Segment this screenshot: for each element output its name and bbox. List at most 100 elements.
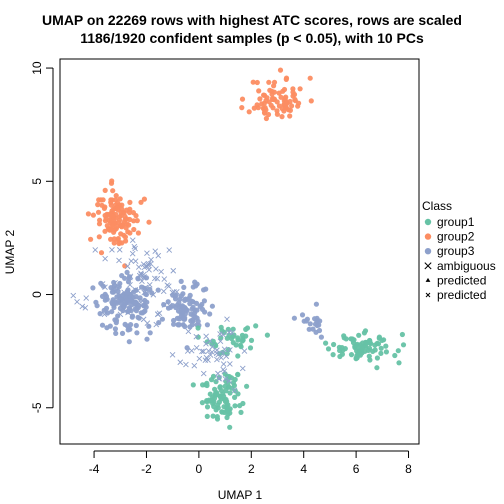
point-group2 (146, 220, 151, 225)
point-group2 (284, 76, 289, 81)
point-group3 (90, 285, 95, 290)
point-ambiguous (242, 349, 247, 354)
point-group1 (238, 410, 243, 415)
point-group1 (253, 323, 258, 328)
point-group2 (287, 113, 292, 118)
point-group1 (375, 355, 380, 360)
point-group2 (118, 231, 123, 236)
point-ambiguous (221, 367, 226, 372)
point-group1 (354, 353, 359, 358)
point-group2 (109, 227, 114, 232)
point-group3 (168, 305, 173, 310)
point-group1 (392, 353, 397, 358)
legend-label: group3 (437, 244, 475, 258)
point-group1 (355, 342, 360, 347)
point-ambiguous (189, 348, 194, 353)
point-ambiguous (103, 256, 108, 261)
point-group2 (292, 97, 297, 102)
point-group2 (298, 86, 303, 91)
point-group1 (223, 397, 228, 402)
point-group3 (313, 322, 318, 327)
point-group3 (134, 330, 139, 335)
point-group2 (267, 88, 272, 93)
point-group3 (115, 313, 120, 318)
legend-symbol-circle (425, 219, 431, 225)
point-group3 (192, 280, 197, 285)
point-ambiguous (227, 361, 232, 366)
point-group1 (237, 403, 242, 408)
point-group2 (112, 220, 117, 225)
point-group2 (135, 218, 140, 223)
point-group1 (209, 377, 214, 382)
point-group3 (191, 313, 196, 318)
point-group3 (185, 308, 190, 313)
point-group1 (224, 415, 229, 420)
point-ambiguous (165, 283, 170, 288)
x-tick-label: 0 (196, 462, 203, 476)
legend-title: Class (422, 199, 452, 213)
point-ambiguous (133, 259, 138, 264)
point-ambiguous (75, 299, 80, 304)
point-group2 (116, 207, 121, 212)
point-group2 (263, 107, 268, 112)
point-group1 (227, 425, 232, 430)
legend-symbol-circle (425, 248, 431, 254)
point-group1 (401, 342, 406, 347)
point-group2 (266, 112, 271, 117)
point-group2 (97, 218, 102, 223)
point-group1 (351, 337, 356, 342)
point-group1 (235, 372, 240, 377)
point-group1 (212, 396, 217, 401)
point-group3 (130, 313, 135, 318)
point-group3 (160, 317, 165, 322)
point-ambiguous (171, 268, 176, 273)
point-group2 (99, 250, 104, 255)
point-group1 (205, 414, 210, 419)
point-group1 (235, 353, 240, 358)
point-group2 (86, 211, 91, 216)
point-group3 (182, 298, 187, 303)
point-group3 (113, 326, 118, 331)
point-group3 (144, 300, 149, 305)
point-group2 (136, 230, 141, 235)
point-group2 (251, 80, 256, 85)
point-group1 (208, 392, 213, 397)
point-group1 (349, 352, 354, 357)
point-ambiguous (156, 253, 161, 258)
point-group3 (156, 288, 161, 293)
point-group1 (217, 385, 222, 390)
point-group3 (300, 312, 305, 317)
x-axis: -4 -2 0 2 4 6 8 (89, 451, 412, 476)
point-group3 (93, 300, 98, 305)
point-group3 (313, 330, 318, 335)
point-ambiguous (206, 358, 211, 363)
point-group2 (257, 96, 262, 101)
point-group1 (367, 357, 372, 362)
point-ambiguous (84, 296, 89, 301)
x-tick-label: 2 (248, 462, 255, 476)
point-ambiguous (201, 371, 206, 376)
point-group1 (204, 381, 209, 386)
point-group3 (100, 323, 105, 328)
point-group2 (269, 103, 274, 108)
point-group3 (134, 308, 139, 313)
point-ambiguous (129, 259, 134, 264)
point-group2 (256, 88, 261, 93)
point-group1 (379, 346, 384, 351)
point-ambiguous (161, 289, 166, 294)
point-group2 (97, 234, 102, 239)
point-group1 (341, 333, 346, 338)
point-group3 (114, 301, 119, 306)
point-group3 (117, 281, 122, 286)
point-group1 (232, 403, 237, 408)
legend-label: predicted (437, 273, 486, 287)
point-group2 (295, 104, 300, 109)
point-group3 (312, 316, 317, 321)
point-group2 (275, 112, 280, 117)
point-ambiguous (214, 357, 219, 362)
point-ambiguous (136, 265, 141, 270)
point-group2 (108, 237, 113, 242)
point-group2 (131, 227, 136, 232)
point-group3 (114, 318, 119, 323)
